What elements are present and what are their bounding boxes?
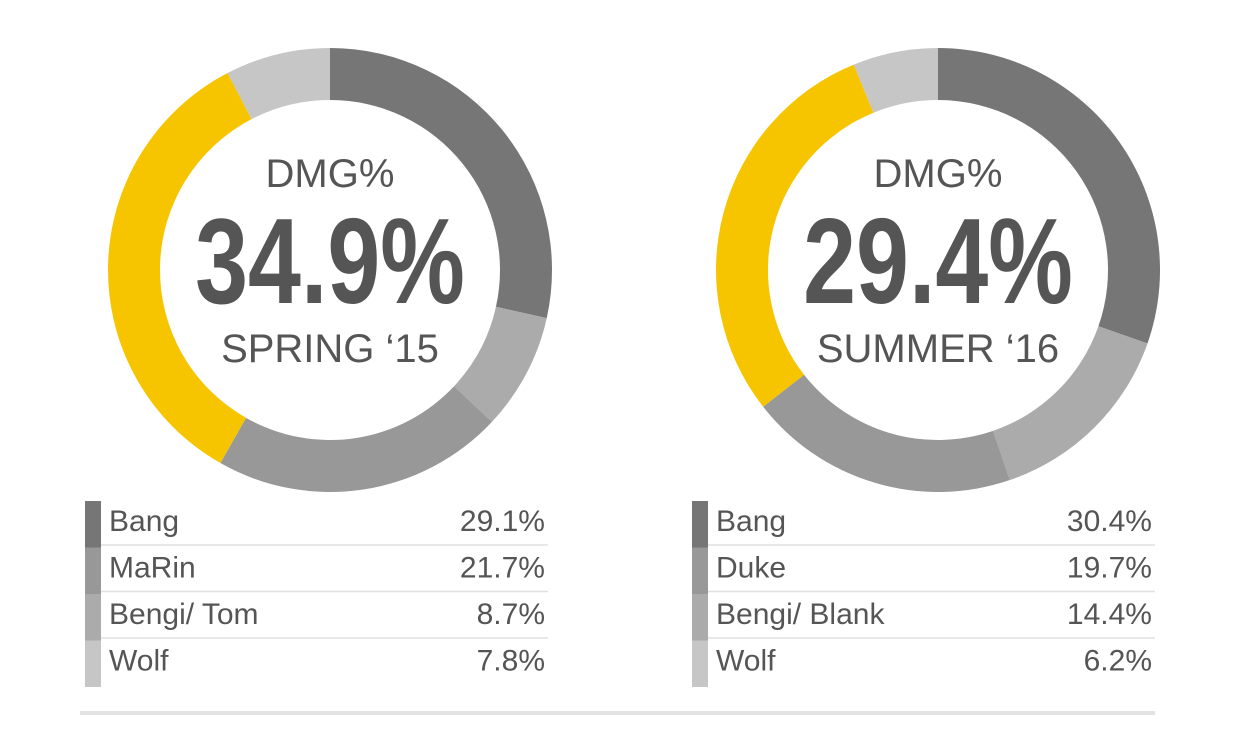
legend-swatch xyxy=(692,547,708,594)
center-value: 34.9% xyxy=(195,194,465,330)
center-title: DMG% xyxy=(874,152,1003,196)
legend-value: 29.1% xyxy=(460,505,545,538)
donut-segment xyxy=(716,64,874,407)
legend-name: MaRin xyxy=(109,552,196,585)
legend-name: Bengi/ Tom xyxy=(109,598,259,631)
legend-name: Duke xyxy=(716,552,786,585)
donut-segment xyxy=(227,48,330,120)
legend-value: 19.7% xyxy=(1067,552,1152,585)
center-subtitle: SPRING ‘15 xyxy=(221,327,439,371)
legend-value: 8.7% xyxy=(477,598,545,631)
legend-swatch xyxy=(692,640,708,687)
donut-segment xyxy=(108,73,252,464)
donut-segment xyxy=(763,374,1010,492)
legend-swatch xyxy=(85,640,101,687)
donut-segment xyxy=(938,48,1160,344)
center-value: 29.4% xyxy=(803,194,1073,330)
center-value-group: 34.9% xyxy=(195,194,465,330)
legend-swatch xyxy=(85,501,101,548)
legend-name: Bang xyxy=(716,505,786,538)
legend-name: Bengi/ Blank xyxy=(716,598,885,631)
legend-value: 7.8% xyxy=(477,645,545,678)
legend-value: 6.2% xyxy=(1084,645,1152,678)
legend-name: Bang xyxy=(109,505,179,538)
center-subtitle: SUMMER ‘16 xyxy=(817,327,1059,371)
legend-name: Wolf xyxy=(109,645,169,678)
legend-name: Wolf xyxy=(716,645,776,678)
donut-segment xyxy=(853,48,938,113)
legend-swatch xyxy=(692,501,708,548)
center-title: DMG% xyxy=(266,152,395,196)
donut-segment xyxy=(454,306,547,422)
center-value-group: 29.4% xyxy=(803,194,1073,330)
legend-swatch xyxy=(85,547,101,594)
legend-swatch xyxy=(85,594,101,641)
donut-segment xyxy=(220,386,492,492)
legend-value: 14.4% xyxy=(1067,598,1152,631)
legend-swatch xyxy=(692,594,708,641)
donut-segment xyxy=(330,48,552,319)
legend-value: 30.4% xyxy=(1067,505,1152,538)
legend-value: 21.7% xyxy=(460,552,545,585)
donut-segment xyxy=(993,326,1148,481)
